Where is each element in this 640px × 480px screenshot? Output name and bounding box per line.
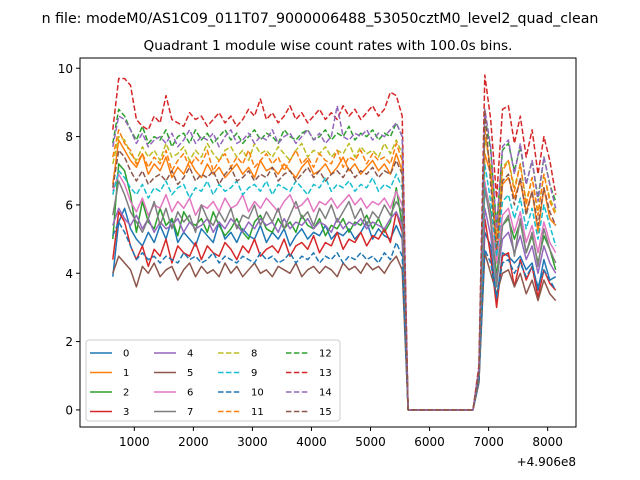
plot-area	[112, 74, 557, 411]
x-tick-label: 2000	[178, 435, 209, 449]
x-tick-label: 1000	[119, 435, 150, 449]
legend-label-13: 13	[319, 368, 332, 379]
series-line-11	[112, 129, 557, 411]
series-line-10	[112, 221, 557, 411]
x-tick-label: 6000	[414, 435, 445, 449]
y-tick-label: 10	[58, 62, 73, 76]
x-tick-label: 3000	[237, 435, 268, 449]
legend-label-0: 0	[123, 349, 129, 360]
legend-label-12: 12	[319, 349, 332, 360]
y-axis: 0 2 4 6 8 10	[58, 62, 80, 417]
x-tick-label: 5000	[355, 435, 386, 449]
x-axis: 1000 2000 3000 4000 5000 6000 7000 8000	[119, 427, 563, 449]
figure-suptitle: n file: modeM0/AS1C09_011T07_9000006488_…	[42, 11, 599, 27]
legend-label-6: 6	[187, 388, 193, 399]
axes-frame	[79, 57, 577, 428]
chart-title: Quadrant 1 module wise count rates with …	[144, 38, 513, 54]
x-tick-label: 8000	[532, 435, 563, 449]
legend-box	[85, 339, 341, 422]
legend-label-15: 15	[319, 407, 332, 418]
legend-label-2: 2	[123, 388, 129, 399]
y-tick-label: 2	[65, 335, 73, 349]
legend-label-1: 1	[123, 368, 129, 379]
series-line-12	[112, 108, 557, 411]
legend-label-14: 14	[319, 388, 332, 399]
y-tick-label: 8	[65, 130, 73, 144]
legend-label-3: 3	[123, 407, 129, 418]
legend-label-7: 7	[187, 407, 193, 418]
y-tick-label: 0	[65, 403, 73, 417]
legend-label-9: 9	[251, 368, 257, 379]
legend-label-11: 11	[251, 407, 264, 418]
y-tick-label: 4	[65, 267, 73, 281]
x-offset-label: +4.906e8	[517, 455, 576, 469]
series-line-13	[112, 74, 557, 411]
legend-label-4: 4	[187, 349, 193, 360]
x-tick-label: 7000	[473, 435, 504, 449]
legend-label-10: 10	[251, 388, 264, 399]
legend-label-5: 5	[187, 368, 193, 379]
x-tick-label: 4000	[296, 435, 327, 449]
series-line-15	[112, 108, 557, 411]
legend-label-8: 8	[251, 349, 257, 360]
y-tick-label: 6	[65, 198, 73, 212]
